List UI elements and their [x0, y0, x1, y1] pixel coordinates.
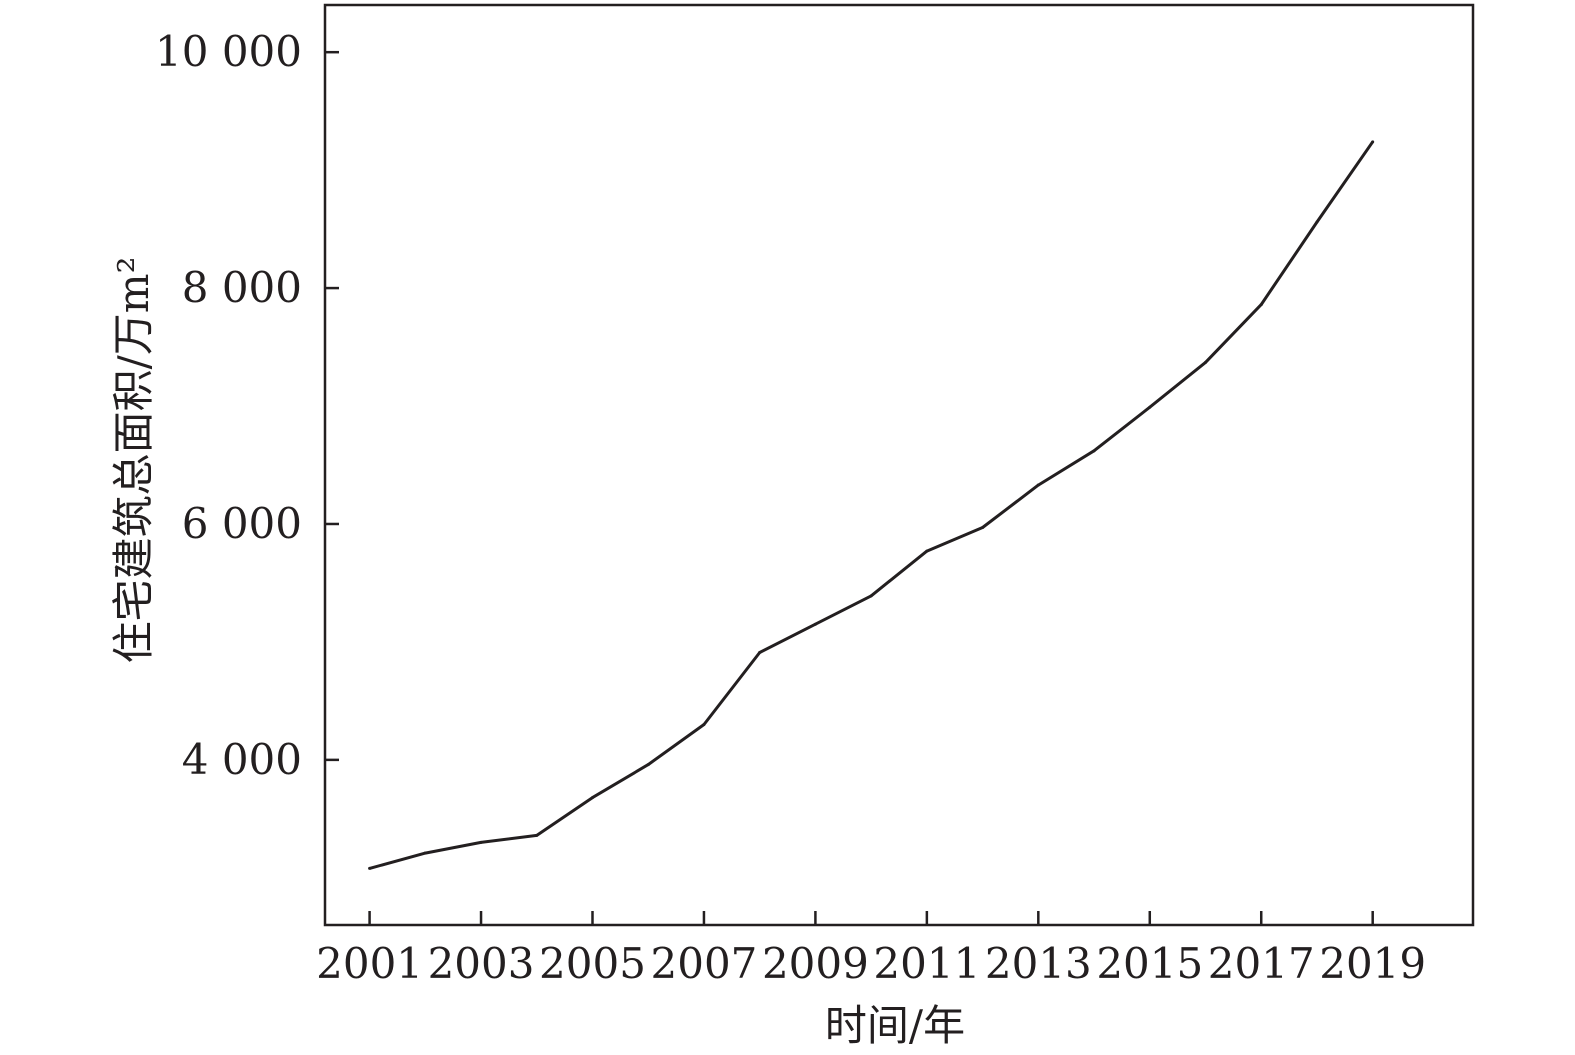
x-tick-label: 2003	[428, 939, 535, 988]
data-point	[1036, 483, 1040, 487]
data-point	[869, 594, 873, 598]
series-line	[369, 140, 1374, 870]
data-point	[981, 526, 985, 530]
data-point	[1092, 449, 1096, 453]
x-tick-label: 2009	[762, 939, 869, 988]
x-axis-title: 时间/年	[825, 1001, 965, 1050]
data-point	[1315, 220, 1319, 224]
x-tick-label: 2017	[1208, 939, 1315, 988]
data-point	[1259, 303, 1263, 307]
data-point	[535, 833, 539, 837]
x-axis: 2001 2003 2005 2007 2009 2011 2013 2015 2017 2019	[316, 911, 1426, 988]
x-tick-label: 2005	[539, 939, 646, 988]
data-point	[1204, 360, 1208, 364]
y-axis-title: 住宅建筑总面积/万m²	[109, 257, 158, 664]
data-point	[813, 622, 817, 626]
data-point	[479, 840, 483, 844]
data-point	[1148, 405, 1152, 409]
data-point	[1371, 140, 1375, 144]
data-point	[368, 866, 372, 870]
plot-frame	[323, 3, 1475, 927]
x-tick-label: 2011	[873, 939, 980, 988]
data-point	[590, 796, 594, 800]
data-points	[368, 140, 1375, 870]
y-tick-label: 4 000	[182, 735, 302, 784]
data-point	[646, 763, 650, 767]
data-point	[758, 651, 762, 655]
y-tick-label: 8 000	[182, 263, 302, 312]
data-point	[925, 549, 929, 553]
x-tick-label: 2015	[1096, 939, 1203, 988]
y-axis: 4 000 6 000 8 000 10 000	[155, 27, 339, 784]
y-tick-label: 10 000	[155, 27, 302, 76]
x-tick-label: 2019	[1319, 939, 1426, 988]
y-tick-label: 6 000	[182, 499, 302, 548]
data-point	[702, 722, 706, 726]
x-tick-label: 2007	[651, 939, 758, 988]
data-point	[423, 851, 427, 855]
x-tick-label: 2013	[985, 939, 1092, 988]
x-tick-label: 2001	[316, 939, 423, 988]
